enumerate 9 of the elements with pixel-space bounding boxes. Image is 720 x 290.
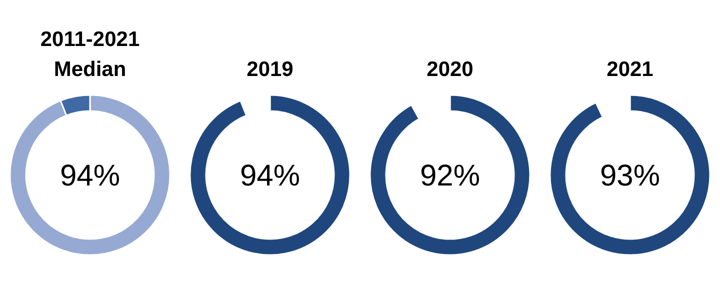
chart-title: 2021 — [606, 58, 654, 81]
data-label: 94% — [240, 160, 300, 192]
data-label: 92% — [420, 160, 480, 192]
data-label: 94% — [60, 160, 120, 192]
chart-title: 2019 — [246, 58, 294, 81]
donut-slice — [9, 94, 171, 256]
chart-title: 2020 — [426, 58, 474, 81]
data-label: 93% — [600, 160, 660, 192]
chart-title: 2011-2021 Median — [40, 28, 140, 81]
